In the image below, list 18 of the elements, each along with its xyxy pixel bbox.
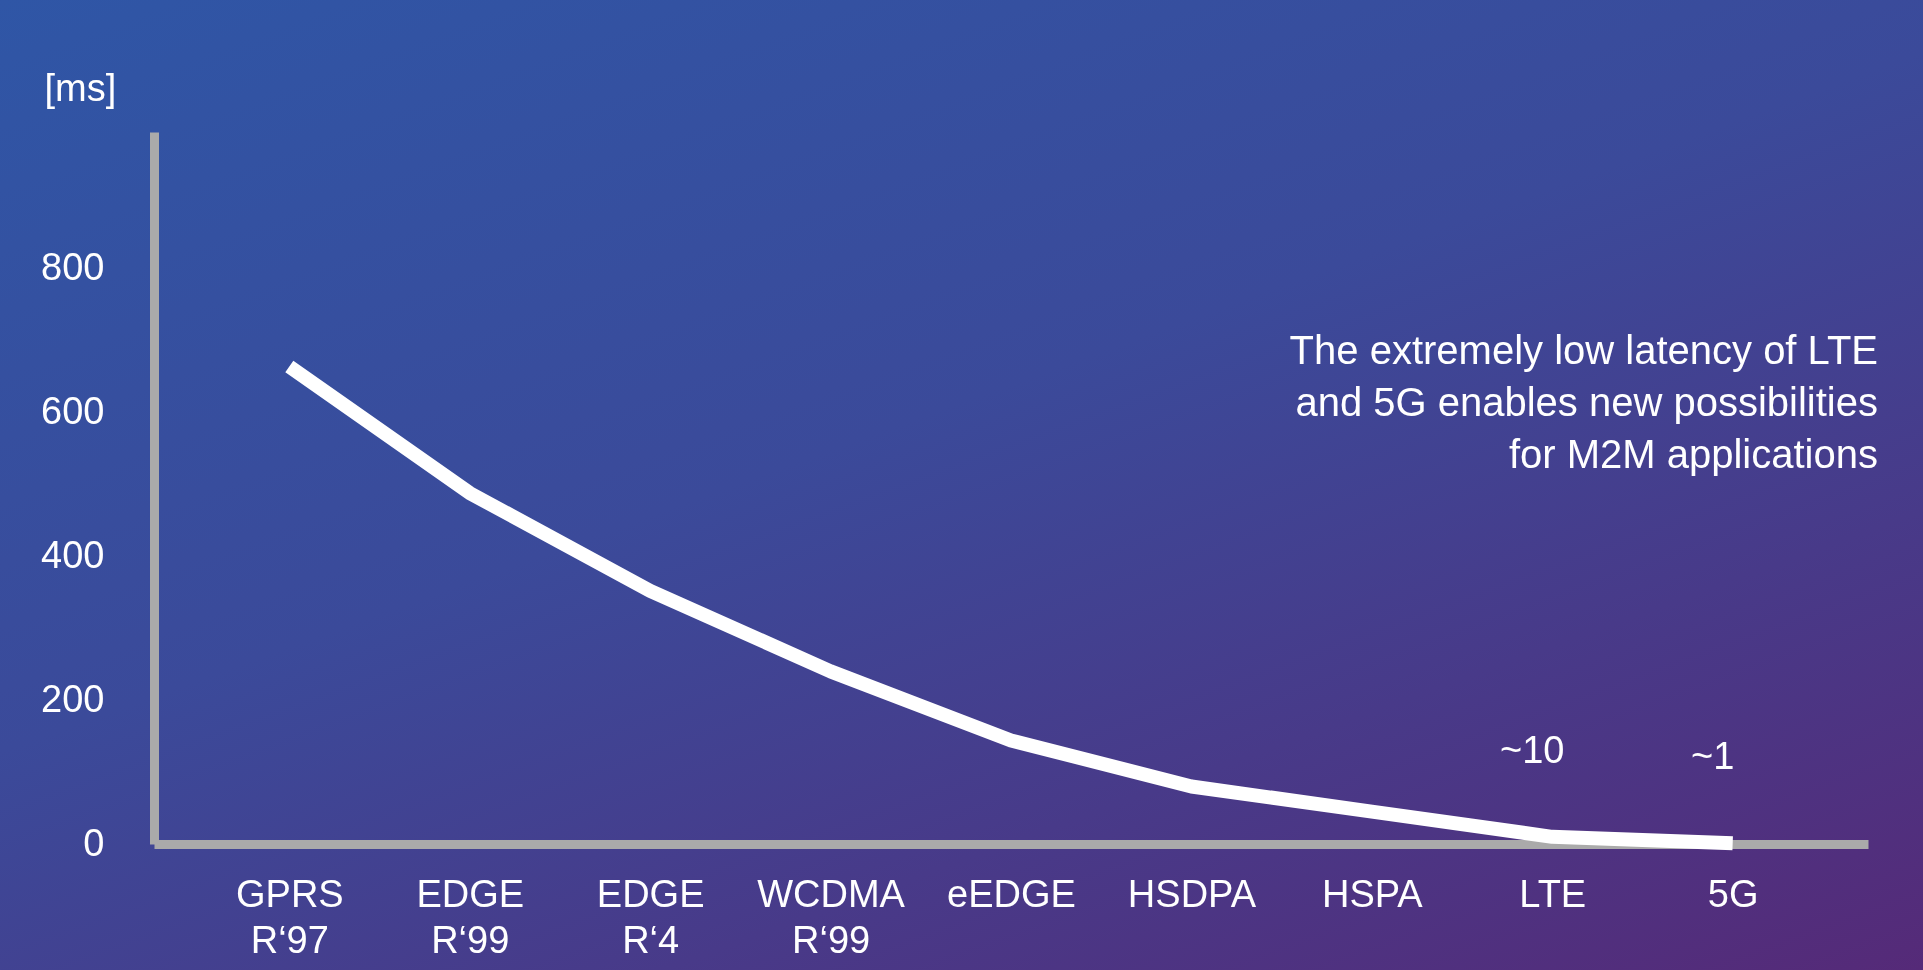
x-tick-label: HSDPA [1127, 872, 1257, 915]
x-tick-label: LTE [1519, 872, 1587, 915]
data-label: ~1 [1691, 735, 1735, 778]
x-tick-label: EDGE R‘4 [596, 872, 705, 961]
data-label: ~10 [1500, 728, 1565, 771]
y-axis-title: [ms] [44, 66, 117, 109]
annotation: The extremely low latency of LTE and 5G enables new possibilities for M2M applications [1289, 328, 1878, 476]
y-tick-label: 400 [41, 533, 105, 576]
y-tick-label: 800 [41, 246, 105, 289]
y-tick-label: 600 [41, 389, 105, 432]
x-tick-label: HSPA [1322, 872, 1424, 915]
x-tick-label: WCDMA R‘99 [757, 872, 906, 961]
x-tick-label: EDGE R‘99 [416, 872, 525, 961]
x-tick-label: eEDGE [947, 872, 1076, 915]
x-tick-label: GPRS R‘97 [235, 872, 344, 961]
y-tick-label: 0 [83, 821, 105, 864]
y-tick-label: 200 [41, 677, 105, 720]
x-tick-label: 5G [1707, 872, 1759, 915]
